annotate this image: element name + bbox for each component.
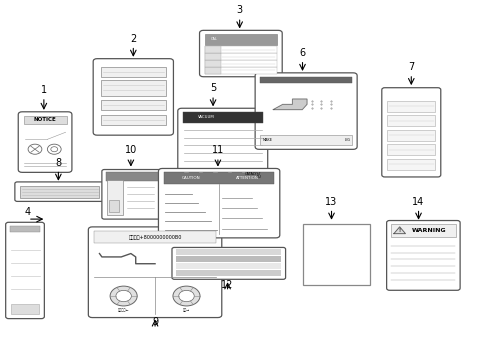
FancyBboxPatch shape [255,73,356,149]
Text: CAL: CAL [210,37,217,41]
Bar [20,186,99,198]
Bar [176,264,281,269]
Text: 7: 7 [407,62,413,72]
Circle shape [116,291,131,302]
Bar [109,200,119,212]
Bar [386,130,435,141]
Bar [176,256,281,262]
Text: VACUUM: VACUUM [198,115,214,119]
FancyBboxPatch shape [381,88,440,177]
Polygon shape [273,99,306,110]
Text: 12: 12 [221,280,233,290]
Text: ATTENTION: ATTENTION [236,176,259,180]
Bar [204,46,276,53]
Bar [101,80,165,95]
Bar [386,101,435,112]
FancyBboxPatch shape [158,168,279,238]
Text: 3: 3 [236,5,242,15]
Text: L/G: L/G [344,138,350,142]
Text: 1: 1 [41,85,47,95]
Bar [176,270,281,276]
Bar [260,77,351,83]
Bar [386,159,435,170]
Bar [94,231,216,243]
Bar [260,135,351,145]
Bar [11,305,39,314]
Bar [10,226,40,232]
Text: 9: 9 [152,317,158,327]
Bar [204,67,276,74]
Bar [390,224,455,237]
Text: 5: 5 [209,84,216,93]
Bar [163,172,274,184]
FancyBboxPatch shape [178,108,267,181]
Text: ブレーキ+8000000000B0: ブレーキ+8000000000B0 [128,235,182,240]
Text: 13: 13 [325,197,337,207]
Circle shape [173,286,200,306]
Circle shape [179,291,194,302]
Text: CAUTION: CAUTION [181,176,200,180]
Text: CATALYST: CATALYST [244,172,261,176]
Bar [101,115,165,125]
Bar [204,53,276,60]
Bar [204,53,221,60]
Text: NOTICE: NOTICE [34,117,56,122]
Text: リヤ→: リヤ→ [183,309,190,313]
Circle shape [51,147,58,152]
Bar [386,144,435,155]
Bar [182,112,263,122]
Text: 2: 2 [130,34,136,44]
Text: 11: 11 [211,145,224,156]
Bar [204,60,221,67]
Bar [204,67,221,74]
FancyBboxPatch shape [18,112,72,172]
Text: 6: 6 [299,48,305,58]
Polygon shape [393,227,405,234]
FancyBboxPatch shape [102,170,162,219]
FancyBboxPatch shape [88,227,222,318]
Circle shape [47,144,61,154]
Bar [101,67,165,77]
Text: 4: 4 [25,207,31,217]
Bar [302,224,369,285]
FancyBboxPatch shape [6,222,44,319]
FancyBboxPatch shape [172,247,285,279]
Text: 8: 8 [55,158,61,168]
Bar [204,60,276,67]
Text: MAKE: MAKE [263,138,272,142]
FancyBboxPatch shape [15,182,104,201]
Bar [204,34,276,45]
Text: WARNING: WARNING [410,228,445,233]
FancyBboxPatch shape [386,221,459,290]
Bar [23,116,66,124]
Bar [386,115,435,126]
Text: 10: 10 [124,145,137,156]
Bar [105,172,158,181]
Bar [106,180,123,215]
Text: !: ! [398,228,400,233]
Bar [176,249,281,255]
FancyBboxPatch shape [93,59,173,135]
Bar [204,46,221,53]
FancyBboxPatch shape [199,30,282,77]
Text: 14: 14 [411,197,424,207]
Circle shape [28,144,42,154]
Text: フロント←: フロント← [118,309,129,313]
Text: EU: EU [256,175,261,179]
Bar [101,100,165,111]
Circle shape [110,286,137,306]
